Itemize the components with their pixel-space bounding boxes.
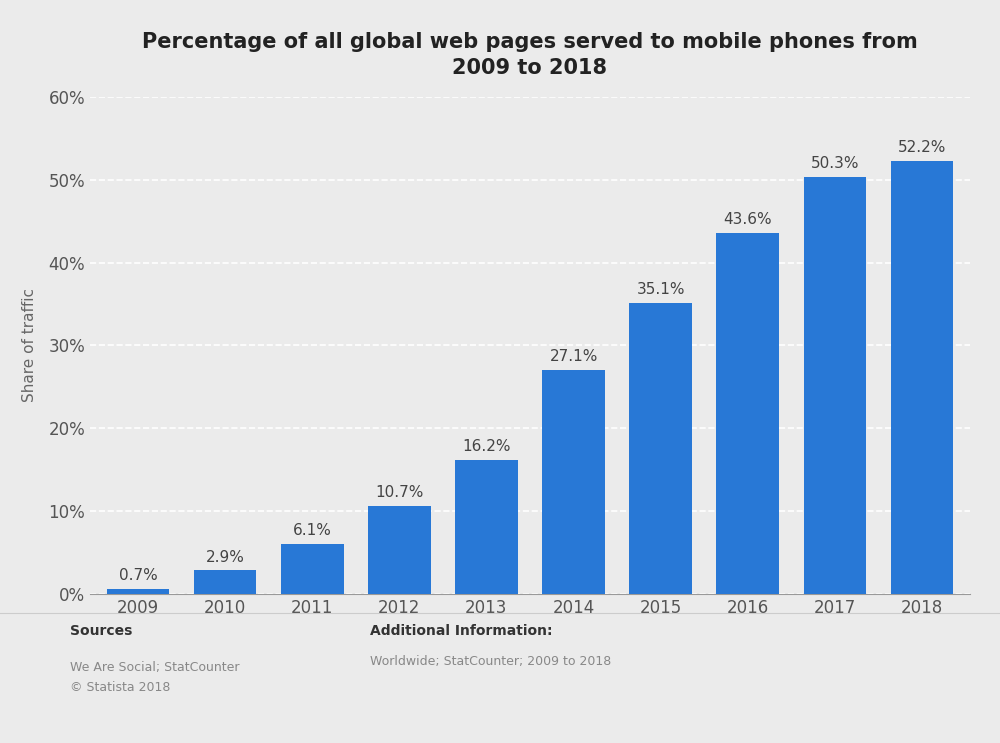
Bar (542, 369, 605, 594)
Bar (716, 233, 779, 594)
Text: 52.2%: 52.2% (898, 140, 946, 155)
Text: 43.6%: 43.6% (724, 212, 772, 227)
Y-axis label: Share of traffic: Share of traffic (22, 288, 37, 403)
Text: 10.7%: 10.7% (375, 485, 423, 500)
Text: 27.1%: 27.1% (549, 348, 598, 364)
Bar (891, 161, 953, 594)
Text: 6.1%: 6.1% (293, 523, 332, 538)
Text: Additional Information:: Additional Information: (370, 624, 552, 638)
Text: 2.9%: 2.9% (206, 550, 244, 565)
Text: 0.7%: 0.7% (119, 568, 157, 583)
Bar (281, 544, 344, 594)
Text: We Are Social; StatCounter
© Statista 2018: We Are Social; StatCounter © Statista 20… (70, 661, 240, 694)
Text: Sources: Sources (70, 624, 132, 638)
Bar (455, 460, 518, 594)
Title: Percentage of all global web pages served to mobile phones from
2009 to 2018: Percentage of all global web pages serve… (142, 32, 918, 78)
Text: Worldwide; StatCounter; 2009 to 2018: Worldwide; StatCounter; 2009 to 2018 (370, 655, 611, 668)
Text: 50.3%: 50.3% (811, 156, 859, 172)
Bar (629, 303, 692, 594)
Text: 16.2%: 16.2% (462, 439, 511, 454)
Bar (107, 588, 169, 594)
Bar (368, 506, 431, 594)
Bar (194, 571, 256, 594)
Text: 35.1%: 35.1% (636, 282, 685, 297)
Bar (804, 177, 866, 594)
